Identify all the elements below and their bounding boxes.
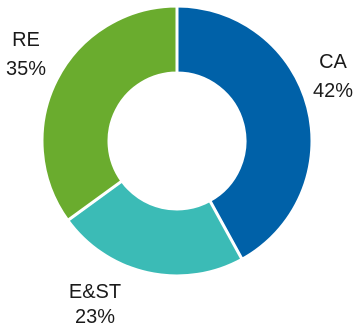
slice-category-label-e-st: E&ST <box>69 281 121 303</box>
donut-slice-re <box>40 4 179 223</box>
donut-slice-e-st <box>65 178 245 278</box>
slice-value-label-e-st: 23% <box>75 306 115 325</box>
slice-value-label-re: 35% <box>6 58 46 80</box>
slice-category-label-re: RE <box>12 29 40 51</box>
slice-value-label-ca: 42% <box>313 80 353 102</box>
slice-category-label-ca: CA <box>319 51 347 73</box>
donut-slice-ca <box>175 4 314 262</box>
